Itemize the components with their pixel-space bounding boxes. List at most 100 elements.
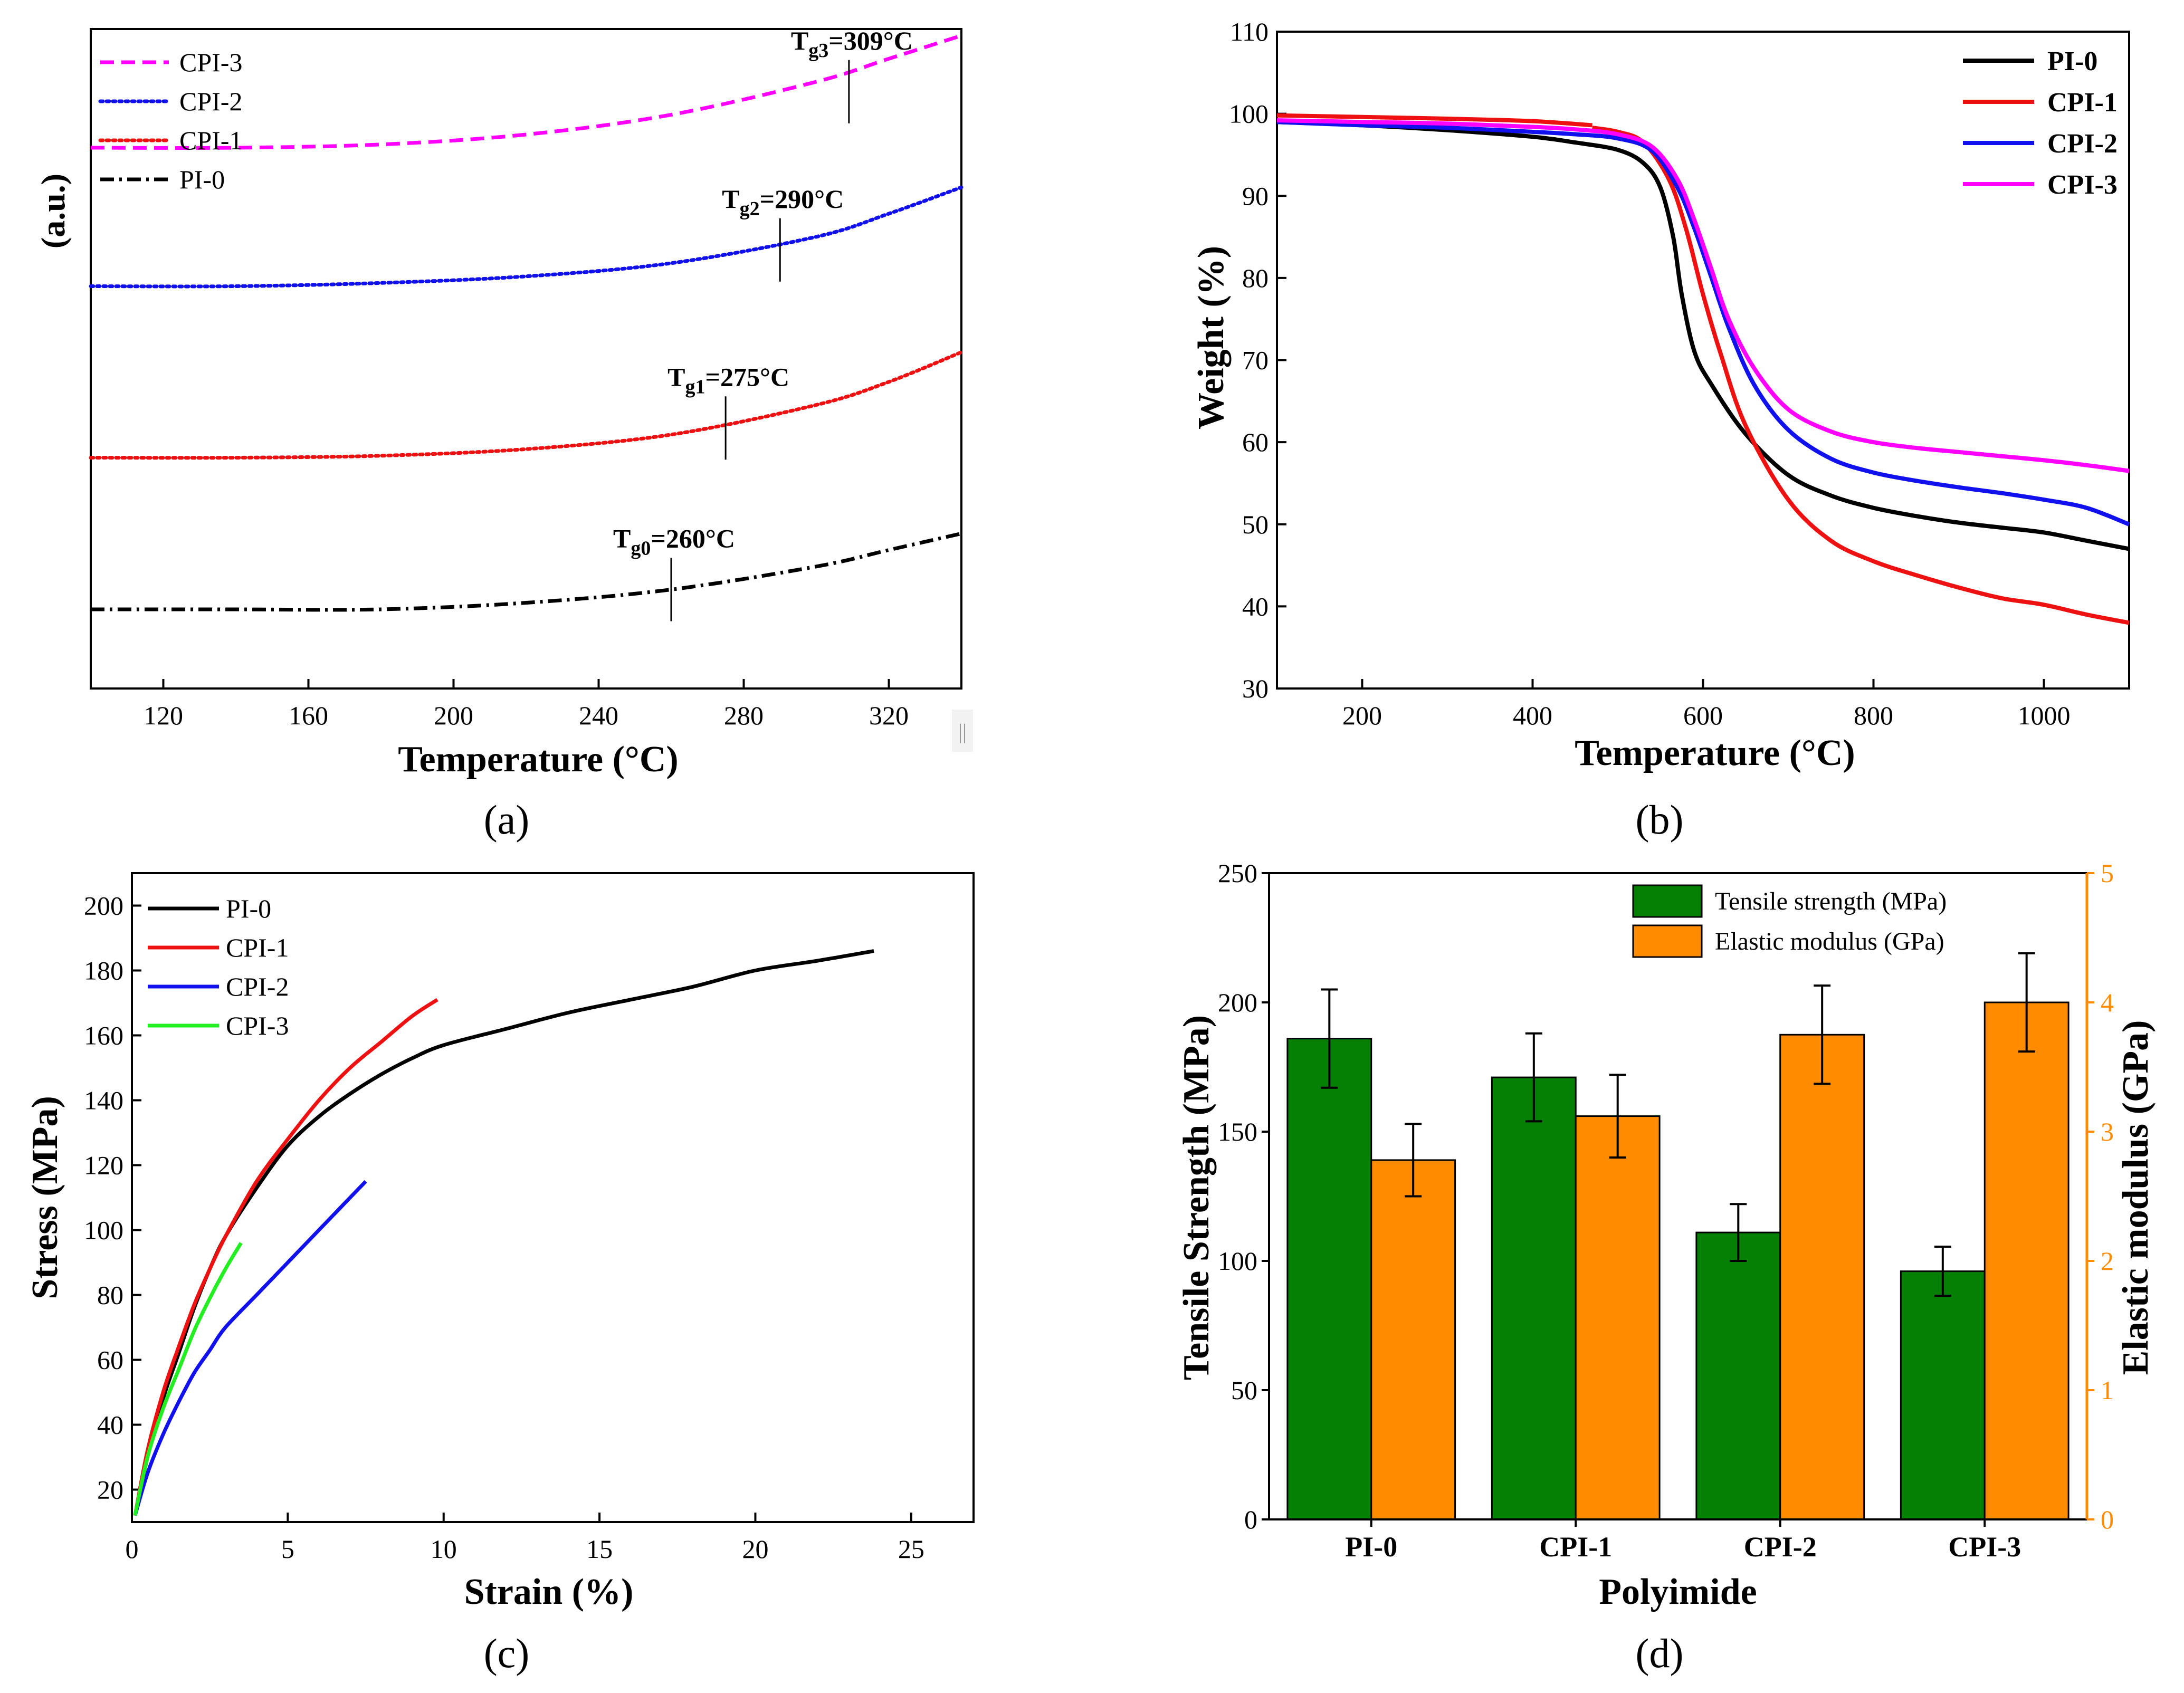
panel-b-ylabel: Weight (%) xyxy=(1191,246,1232,429)
panel-a-ylabel: (a.u.) xyxy=(34,174,72,248)
panel-b-ytick-label: 70 xyxy=(1242,346,1269,375)
panel-b-ytick-label: 40 xyxy=(1242,591,1269,621)
panel-c-ytick-label: 120 xyxy=(84,1151,123,1180)
panel-d-ytick-right-label: 4 xyxy=(2101,988,2114,1017)
panel-d-legend-swatch-elastic-modulus-gpa- xyxy=(1632,924,1703,958)
panel-a-legend: CPI-3 CPI-2 CPI-1 PI-0 xyxy=(98,47,242,194)
panel-c-legend-label: PI-0 xyxy=(226,894,271,923)
panel-d-ylabel-left: Tensile Strength (MPa) xyxy=(1176,1015,1217,1380)
panel-d-ytick-right-label: 5 xyxy=(2101,858,2114,888)
panel-c-ytick-label: 60 xyxy=(97,1345,123,1375)
panel-c-xtick-label: 10 xyxy=(431,1534,457,1564)
panel-c-xtick-label: 25 xyxy=(898,1534,924,1564)
panel-a-legend-label: PI-0 xyxy=(179,165,225,194)
panel-b-caption: (b) xyxy=(1636,797,1684,843)
panel-d-ytick-left-label: 0 xyxy=(1244,1505,1257,1534)
panel-b-xtick-label: 800 xyxy=(1854,701,1893,730)
panel-b-ytick-label: 110 xyxy=(1230,17,1269,46)
panel-b-plot-area: 200 400 600 800 1000 30 40 50 60 70 80 90 100 110 xyxy=(1229,17,2130,730)
panel-a-scroll-glyph: || xyxy=(958,720,967,743)
panel-c-caption: (c) xyxy=(484,1630,530,1676)
panel-d-ytick-left-label: 200 xyxy=(1218,988,1257,1017)
panel-b-ytick-label: 50 xyxy=(1242,510,1269,539)
panel-c-legend-label: CPI-2 xyxy=(226,972,289,1001)
panel-b-ytick-label: 90 xyxy=(1242,181,1269,211)
panel-a-annotation: Tg2=290°C xyxy=(722,184,844,220)
panel-a-caption: (a) xyxy=(484,797,530,843)
panel-d-mechanical-bar-chart: PI-0 CPI-1 CPI-2 CPI-3 0 50 100 150 200 250 0 1 2 3 4 5… xyxy=(1176,858,2156,1676)
panel-d-category-label: CPI-3 xyxy=(1948,1531,2021,1563)
panel-d-bar-tensile-strength-mpa--cpi-2 xyxy=(1695,1231,1781,1520)
panel-d-bar-tensile-strength-mpa--cpi-1 xyxy=(1491,1076,1577,1520)
panel-c-ytick-label: 140 xyxy=(84,1086,123,1115)
panel-d-category-label: CPI-2 xyxy=(1744,1531,1817,1563)
panel-b-ytick-label: 30 xyxy=(1242,674,1269,703)
panel-c-ytick-label: 80 xyxy=(97,1280,123,1310)
panel-b-legend-label: CPI-3 xyxy=(2047,170,2118,200)
panel-a-xtick-label: 240 xyxy=(579,701,618,730)
panel-c-ytick-label: 40 xyxy=(97,1410,123,1440)
panel-d-ytick-right-label: 3 xyxy=(2101,1117,2114,1146)
panel-a-frame xyxy=(90,28,962,690)
panel-c-series-cpi-1 xyxy=(133,998,438,1516)
panel-d-plot-area: PI-0 CPI-1 CPI-2 CPI-3 0 50 100 150 200 250 0 1 2 3 4 5 xyxy=(1218,858,2114,1563)
panel-c-xtick-label: 5 xyxy=(281,1534,294,1564)
panel-c-series-pi-0 xyxy=(133,949,874,1516)
panel-a-legend-label: CPI-3 xyxy=(179,47,242,77)
panel-a-series-cpi-3 xyxy=(90,34,962,150)
panel-a-scroll-handle[interactable]: || xyxy=(952,710,973,752)
panel-c-xtick-label: 0 xyxy=(126,1534,139,1564)
panel-a-xtick-label: 160 xyxy=(289,701,328,730)
panel-d-ytick-left-label: 100 xyxy=(1218,1246,1257,1276)
panel-b-ytick-label: 100 xyxy=(1229,99,1269,129)
panel-d-ytick-right-label: 2 xyxy=(2101,1246,2114,1276)
panel-a-xtick-label: 280 xyxy=(724,701,764,730)
panel-c-plot-area: 0 5 10 15 20 25 20 40 60 80 100 120 140 160 180 200 xyxy=(84,872,975,1564)
panel-d-category-label: CPI-1 xyxy=(1539,1531,1612,1563)
panel-c-ytick-label: 20 xyxy=(97,1475,123,1505)
panel-a-series-cpi-2 xyxy=(89,185,964,289)
panel-d-ytick-left-label: 250 xyxy=(1218,858,1257,888)
panel-b-legend-label: CPI-1 xyxy=(2047,88,2118,118)
panel-a-plot-area: 120 160 200 240 280 320 Tg3=309°C Tg2=290°C Tg1=… xyxy=(89,26,964,730)
panel-d-legend-swatch-tensile-strength-mpa- xyxy=(1632,884,1703,918)
panel-b-legend-label: PI-0 xyxy=(2047,46,2097,76)
panel-a-xtick-label: 120 xyxy=(144,701,183,730)
panel-c-frame xyxy=(131,872,975,1523)
panel-b-series-cpi-1 xyxy=(1591,126,2130,625)
panel-d-category-label: PI-0 xyxy=(1345,1531,1397,1563)
panel-d-ytick-left-label: 50 xyxy=(1231,1375,1257,1405)
panel-b-legend: PI-0 CPI-1 CPI-2 CPI-3 xyxy=(1963,46,2118,200)
panel-c-xtick-label: 15 xyxy=(586,1534,613,1564)
panel-d-legend: Tensile strength (MPa) Elastic modulus (G… xyxy=(1632,884,1947,958)
panel-d-ylabel-right: Elastic modulus (GPa) xyxy=(2115,1020,2156,1375)
panel-c-ylabel: Stress (MPa) xyxy=(25,1096,65,1299)
panel-a-xlabel: Temperature (°C) xyxy=(398,739,679,780)
panel-c-legend-label: CPI-3 xyxy=(226,1011,289,1040)
panel-d-caption: (d) xyxy=(1636,1630,1684,1676)
panel-b-xlabel: Temperature (°C) xyxy=(1575,733,1855,773)
panel-b-series-cpi-3 xyxy=(1276,118,2130,473)
panel-a-dsc-chart: 120 160 200 240 280 320 Tg3=309°C Tg2=290°C Tg1=… xyxy=(34,26,973,843)
panel-a-series-pi-0 xyxy=(90,531,962,612)
panel-c-ytick-label: 160 xyxy=(84,1021,123,1050)
panel-b-xtick-label: 200 xyxy=(1342,701,1382,730)
panel-c-xtick-label: 20 xyxy=(742,1534,768,1564)
panel-d-xlabel: Polyimide xyxy=(1599,1572,1757,1612)
panel-a-legend-label: CPI-2 xyxy=(179,87,242,116)
panel-d-bar-tensile-strength-mpa--cpi-3 xyxy=(1900,1270,1986,1520)
panel-a-annotation: Tg1=275°C xyxy=(667,362,789,398)
panel-b-xtick-label: 400 xyxy=(1513,701,1552,730)
panel-c-ytick-label: 100 xyxy=(84,1216,123,1245)
panel-c-xlabel: Strain (%) xyxy=(464,1572,634,1612)
panel-d-legend-label: Tensile strength (MPa) xyxy=(1715,887,1947,915)
panel-d-ytick-left-label: 150 xyxy=(1218,1117,1257,1146)
panel-d-ytick-right-label: 1 xyxy=(2101,1375,2114,1405)
panel-a-series-cpi-1 xyxy=(89,350,964,460)
panel-b-series-cpi-2 xyxy=(1276,120,2130,527)
panel-c-ytick-label: 180 xyxy=(84,956,123,986)
panel-b-tga-chart: 200 400 600 800 1000 30 40 50 60 70 80 90 100 110 PI-… xyxy=(1191,17,2130,843)
panel-a-xtick-label: 320 xyxy=(869,701,909,730)
panel-d-ytick-right-label: 0 xyxy=(2101,1505,2114,1534)
panel-d-legend-label: Elastic modulus (GPa) xyxy=(1715,927,1944,955)
